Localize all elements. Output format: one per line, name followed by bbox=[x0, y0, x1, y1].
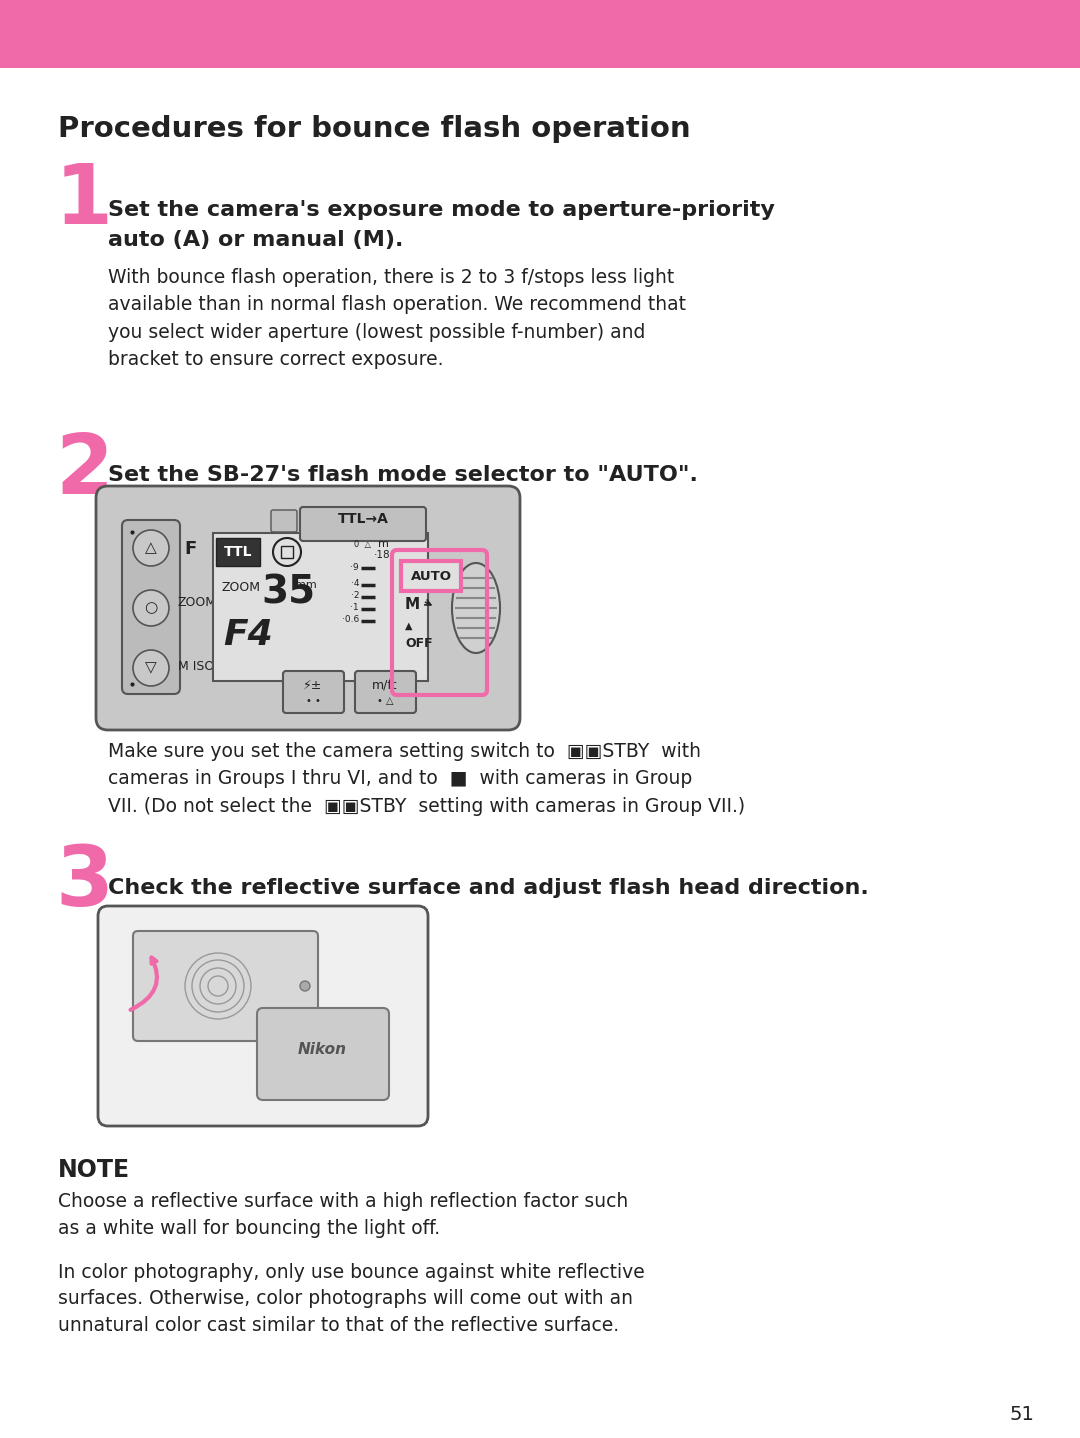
Text: Check the reflective surface and adjust flash head direction.: Check the reflective surface and adjust … bbox=[108, 879, 868, 897]
FancyBboxPatch shape bbox=[98, 906, 428, 1126]
Ellipse shape bbox=[453, 564, 500, 653]
FancyBboxPatch shape bbox=[283, 672, 345, 713]
FancyBboxPatch shape bbox=[122, 521, 180, 695]
Text: 3: 3 bbox=[55, 843, 113, 923]
Text: AUTO: AUTO bbox=[410, 569, 451, 582]
FancyBboxPatch shape bbox=[133, 930, 318, 1041]
Text: Choose a reflective surface with a high reflection factor such
as a white wall f: Choose a reflective surface with a high … bbox=[58, 1192, 629, 1238]
Text: ·2: ·2 bbox=[351, 591, 359, 601]
Text: mm: mm bbox=[295, 580, 316, 590]
Text: F4: F4 bbox=[222, 618, 273, 651]
Text: Make sure you set the camera setting switch to  ▣▣STBY  with
cameras in Groups I: Make sure you set the camera setting swi… bbox=[108, 742, 745, 815]
Text: ·9: ·9 bbox=[350, 562, 359, 571]
Text: auto (A) or manual (M).: auto (A) or manual (M). bbox=[108, 230, 403, 250]
Text: m: m bbox=[378, 539, 389, 549]
Text: ·0.6: ·0.6 bbox=[341, 615, 359, 624]
Text: M ISO: M ISO bbox=[178, 660, 214, 673]
Text: ▽: ▽ bbox=[145, 660, 157, 676]
Circle shape bbox=[133, 650, 168, 686]
Text: ·18: ·18 bbox=[374, 549, 391, 559]
Text: 51: 51 bbox=[1010, 1405, 1035, 1424]
Text: • △: • △ bbox=[377, 696, 393, 706]
Text: • •: • • bbox=[306, 696, 321, 706]
Text: ⚡±: ⚡± bbox=[303, 679, 323, 692]
Text: ○: ○ bbox=[145, 601, 158, 615]
FancyBboxPatch shape bbox=[96, 486, 519, 731]
Text: With bounce flash operation, there is 2 to 3 f/stops less light
available than i: With bounce flash operation, there is 2 … bbox=[108, 267, 686, 368]
Text: ·1: ·1 bbox=[350, 604, 359, 613]
Text: Set the SB-27's flash mode selector to "AUTO".: Set the SB-27's flash mode selector to "… bbox=[108, 464, 698, 485]
Text: △: △ bbox=[145, 541, 157, 555]
Text: F: F bbox=[184, 541, 197, 558]
Text: ZOOM: ZOOM bbox=[178, 595, 217, 610]
Text: ·4: ·4 bbox=[351, 580, 359, 588]
Text: m/ft: m/ft bbox=[373, 679, 397, 692]
Text: Nikon: Nikon bbox=[298, 1041, 347, 1057]
Text: 35: 35 bbox=[261, 572, 315, 611]
Text: 2: 2 bbox=[55, 430, 113, 510]
Text: ZOOM: ZOOM bbox=[221, 581, 260, 594]
Text: M: M bbox=[405, 597, 420, 613]
Text: In color photography, only use bounce against white reflective
surfaces. Otherwi: In color photography, only use bounce ag… bbox=[58, 1263, 645, 1334]
FancyBboxPatch shape bbox=[257, 1008, 389, 1100]
FancyBboxPatch shape bbox=[271, 510, 297, 532]
FancyBboxPatch shape bbox=[300, 508, 426, 541]
Text: ▲: ▲ bbox=[405, 621, 413, 631]
FancyBboxPatch shape bbox=[213, 533, 428, 682]
Text: Procedures for bounce flash operation: Procedures for bounce flash operation bbox=[58, 115, 690, 142]
Text: 1: 1 bbox=[55, 160, 113, 242]
Circle shape bbox=[133, 531, 168, 567]
FancyBboxPatch shape bbox=[401, 561, 461, 591]
Text: NOTE: NOTE bbox=[58, 1158, 130, 1182]
FancyBboxPatch shape bbox=[0, 0, 1080, 68]
Text: OFF: OFF bbox=[405, 637, 433, 650]
Circle shape bbox=[133, 590, 168, 626]
Circle shape bbox=[300, 981, 310, 991]
Text: TTL→A: TTL→A bbox=[338, 512, 389, 526]
FancyBboxPatch shape bbox=[216, 538, 260, 567]
FancyBboxPatch shape bbox=[355, 672, 416, 713]
Text: Set the camera's exposure mode to aperture-priority: Set the camera's exposure mode to apertu… bbox=[108, 200, 774, 220]
Text: TTL: TTL bbox=[224, 545, 253, 559]
Text: 0  △: 0 △ bbox=[354, 541, 372, 549]
